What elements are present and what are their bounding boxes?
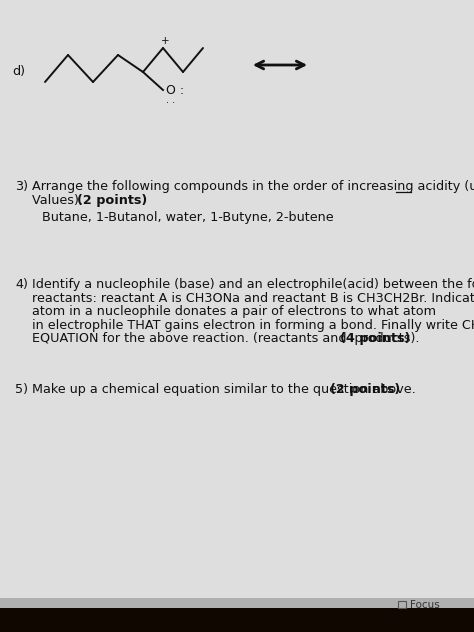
Text: (2 points): (2 points) [330, 384, 400, 396]
Text: atom in a nucleophile donates a pair of electrons to what atom: atom in a nucleophile donates a pair of … [32, 305, 436, 318]
Text: +: + [161, 36, 169, 46]
Text: Identify a nucleophile (base) and an electrophile(acid) between the following tw: Identify a nucleophile (base) and an ele… [32, 278, 474, 291]
Text: (4 points): (4 points) [340, 332, 410, 345]
Text: 5): 5) [15, 384, 28, 396]
Text: Arrange the following compounds in the order of increasing acidity (use pKa: Arrange the following compounds in the o… [32, 180, 474, 193]
Text: in electrophile THAT gains electron in forming a bond. Finally write CHEMICAL: in electrophile THAT gains electron in f… [32, 319, 474, 332]
Text: 3): 3) [15, 180, 28, 193]
Text: . .: . . [166, 95, 175, 105]
Bar [0, 608, 474, 632]
Text: reactants: reactant A is CH3ONa and reactant B is CH3CH2Br. Indicate which: reactants: reactant A is CH3ONa and reac… [32, 291, 474, 305]
Text: EQUATION for the above reaction. (reactants and  products).: EQUATION for the above reaction. (reacta… [32, 332, 428, 345]
Text: (2 points): (2 points) [77, 194, 148, 207]
Bar [398, 601, 406, 608]
Text: d): d) [12, 66, 25, 78]
Bar [0, 598, 474, 608]
Text: Make up a chemical equation similar to the question above.: Make up a chemical equation similar to t… [32, 384, 420, 396]
Text: Values).: Values). [32, 194, 87, 207]
Text: 4): 4) [15, 278, 28, 291]
Text: Focus: Focus [410, 600, 440, 609]
Text: O :: O : [166, 85, 184, 97]
Text: Butane, 1-Butanol, water, 1-Butyne, 2-butene: Butane, 1-Butanol, water, 1-Butyne, 2-bu… [42, 211, 334, 224]
